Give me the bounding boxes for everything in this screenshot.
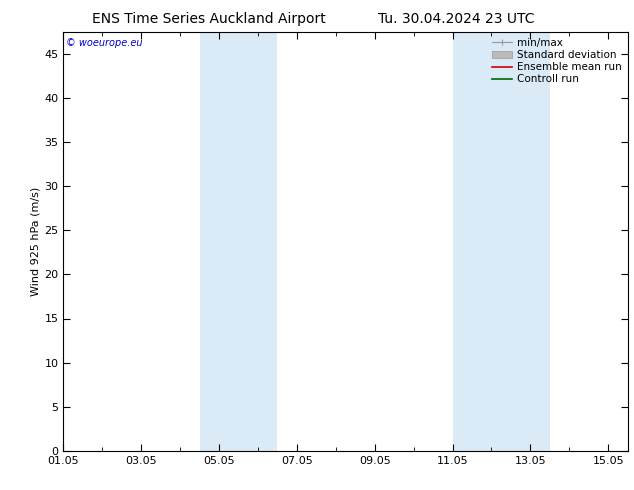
Text: © woeurope.eu: © woeurope.eu bbox=[66, 38, 143, 48]
Text: Tu. 30.04.2024 23 UTC: Tu. 30.04.2024 23 UTC bbox=[378, 12, 534, 26]
Bar bbox=[200, 32, 278, 451]
Legend: min/max, Standard deviation, Ensemble mean run, Controll run: min/max, Standard deviation, Ensemble me… bbox=[488, 34, 626, 89]
Y-axis label: Wind 925 hPa (m/s): Wind 925 hPa (m/s) bbox=[30, 187, 40, 296]
Bar bbox=[453, 32, 550, 451]
Text: ENS Time Series Auckland Airport: ENS Time Series Auckland Airport bbox=[93, 12, 326, 26]
